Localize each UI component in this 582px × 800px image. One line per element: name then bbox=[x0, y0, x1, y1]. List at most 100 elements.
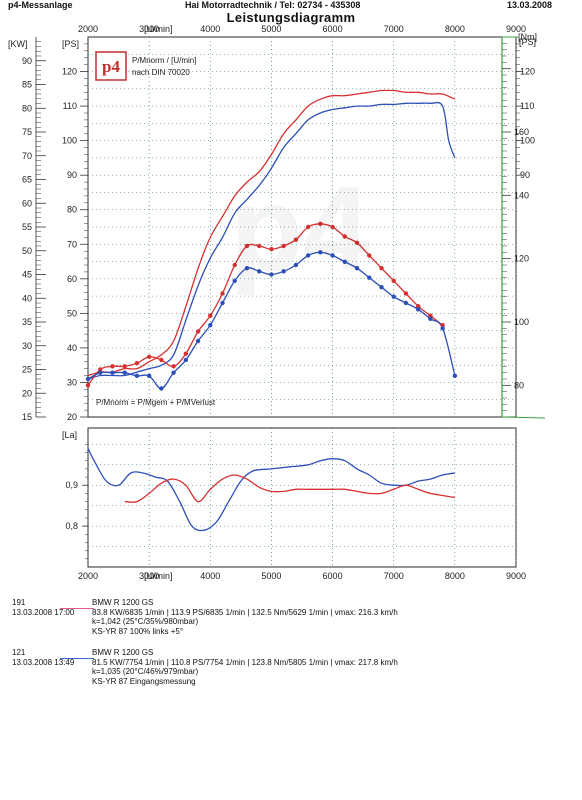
power-curve-run-191 bbox=[87, 89, 456, 377]
nm-axis-bottom-cap bbox=[501, 416, 546, 419]
ps-tick-label: 80 bbox=[67, 205, 77, 215]
right-ps-tick-label: 100 bbox=[520, 136, 535, 146]
torque-point-run-191 bbox=[281, 243, 286, 249]
torque-point-run-121 bbox=[440, 326, 445, 331]
run-color-marker bbox=[60, 658, 94, 659]
torque-point-run-191 bbox=[257, 243, 262, 249]
kw-tick-label: 55 bbox=[22, 222, 32, 232]
torque-point-run-191 bbox=[330, 224, 335, 230]
torque-point-run-191 bbox=[85, 383, 91, 388]
ps-tick-label: 100 bbox=[62, 136, 77, 146]
torque-point-run-121 bbox=[134, 373, 140, 379]
kw-tick-label: 15 bbox=[22, 412, 32, 422]
kw-tick-label: 20 bbox=[22, 388, 32, 398]
run-number: 121 bbox=[12, 648, 26, 657]
top-x-tick-label: 8000 bbox=[445, 24, 465, 34]
torque-point-run-191 bbox=[146, 354, 152, 360]
top-x-axis-label: [U/min] bbox=[144, 24, 173, 34]
torque-point-run-191 bbox=[293, 237, 299, 242]
torque-point-run-191 bbox=[391, 278, 396, 284]
torque-point-run-191 bbox=[134, 360, 140, 366]
top-x-tick-label: 9000 bbox=[506, 24, 526, 34]
kw-tick-label: 75 bbox=[22, 127, 32, 137]
kw-tick-label: 25 bbox=[22, 365, 32, 375]
torque-point-run-121 bbox=[98, 370, 103, 375]
header-left-text: p4-Messanlage bbox=[8, 0, 73, 10]
bottom-x-tick-label: 9000 bbox=[506, 571, 526, 581]
run-model: BMW R 1200 GS bbox=[92, 598, 154, 607]
bottom-x-tick-label: 7000 bbox=[384, 571, 404, 581]
torque-point-run-191 bbox=[159, 357, 164, 363]
header-center-text: Hai Motorradtechnik / Tel: 02734 - 43530… bbox=[185, 0, 361, 10]
ps-tick-label: 60 bbox=[67, 274, 77, 284]
top-x-tick-label: 7000 bbox=[384, 24, 404, 34]
top-x-tick-label: 2000 bbox=[78, 24, 98, 34]
ps-tick-label: 120 bbox=[62, 67, 77, 77]
torque-point-run-191 bbox=[122, 364, 127, 369]
torque-point-run-121 bbox=[428, 316, 433, 322]
kw-tick-label: 65 bbox=[22, 175, 32, 185]
torque-point-run-191 bbox=[244, 243, 250, 249]
right-ps-tick-label: 90 bbox=[520, 170, 530, 180]
torque-point-run-121 bbox=[452, 373, 458, 379]
run-number: 191 bbox=[12, 598, 26, 607]
run-datetime: 13.03.2008 17:00 bbox=[12, 607, 75, 617]
run-summary-121: 121 13.03.2008 13:49 BMW R 1200 GS 81.5 … bbox=[12, 648, 532, 696]
p4-logo-box bbox=[95, 51, 127, 81]
right-ps-axis-label: [PS] bbox=[519, 37, 536, 47]
bottom-x-tick-label: 2000 bbox=[78, 571, 98, 581]
torque-point-run-121 bbox=[293, 262, 299, 268]
nm-tick-label: 100 bbox=[514, 317, 529, 327]
bottom-x-axis-label: [U/min] bbox=[144, 571, 173, 581]
p4-watermark: p4 bbox=[230, 162, 370, 296]
torque-point-run-121 bbox=[195, 338, 201, 344]
nm-tick-label: 160 bbox=[514, 127, 529, 137]
lambda-tick-label: 0,8 bbox=[65, 521, 78, 531]
p4-logo: p4 bbox=[95, 51, 127, 81]
kw-tick-label: 50 bbox=[22, 246, 32, 256]
torque-point-run-191 bbox=[367, 253, 372, 258]
nm-tick-label: 120 bbox=[514, 254, 529, 264]
run-summary: 83.8 KW/6835 1/min | 113.9 PS/6835 1/min… bbox=[92, 607, 398, 617]
ps-tick-label: 110 bbox=[63, 101, 77, 111]
torque-point-run-191 bbox=[379, 265, 384, 271]
kw-tick-label: 70 bbox=[22, 151, 32, 161]
torque-point-run-191 bbox=[269, 246, 274, 252]
bottom-x-tick-label: 6000 bbox=[323, 571, 343, 581]
torque-point-run-121 bbox=[146, 373, 152, 379]
lambda-curve-run-191 bbox=[124, 474, 455, 503]
kw-tick-label: 45 bbox=[22, 270, 32, 280]
nm-axis-label: [Nm] bbox=[518, 32, 537, 42]
kw-tick-label: 30 bbox=[22, 341, 32, 351]
run-model: BMW R 1200 GS bbox=[92, 648, 154, 657]
torque-point-run-121 bbox=[269, 272, 274, 277]
torque-point-run-121 bbox=[415, 307, 421, 312]
torque-point-run-121 bbox=[391, 294, 396, 299]
torque-point-run-121 bbox=[122, 370, 127, 375]
run-color-marker bbox=[60, 608, 94, 609]
torque-point-run-191 bbox=[403, 291, 409, 296]
right-ps-tick-label: 120 bbox=[520, 67, 535, 77]
chart-markers bbox=[85, 221, 458, 391]
lambda-curve-run-121 bbox=[87, 448, 455, 532]
torque-point-run-121 bbox=[403, 300, 409, 306]
torque-point-run-121 bbox=[220, 300, 225, 306]
top-x-tick-label: 4000 bbox=[200, 24, 220, 34]
kw-tick-label: 90 bbox=[22, 56, 32, 66]
annotation-formula: P/Mnorm = P/Mgem + P/MVerlust bbox=[96, 398, 216, 407]
kw-tick-label: 40 bbox=[22, 293, 32, 303]
torque-point-run-121 bbox=[305, 253, 311, 258]
annotation-unit: P/Mnorm / [U/min] bbox=[132, 56, 196, 65]
kw-tick-label: 85 bbox=[22, 80, 32, 90]
bottom-x-tick-label: 3000 bbox=[139, 571, 159, 581]
bottom-x-tick-label: 4000 bbox=[200, 571, 220, 581]
torque-point-run-121 bbox=[354, 265, 360, 271]
kw-tick-label: 35 bbox=[22, 317, 32, 327]
torque-point-run-191 bbox=[342, 234, 347, 239]
torque-point-run-121 bbox=[159, 386, 164, 391]
ps-tick-label: 70 bbox=[67, 239, 77, 249]
kw-axis-label: [KW] bbox=[8, 39, 28, 49]
torque-point-run-121 bbox=[183, 357, 189, 363]
p4-logo-text: p4 bbox=[102, 57, 120, 76]
torque-point-run-121 bbox=[367, 275, 372, 280]
